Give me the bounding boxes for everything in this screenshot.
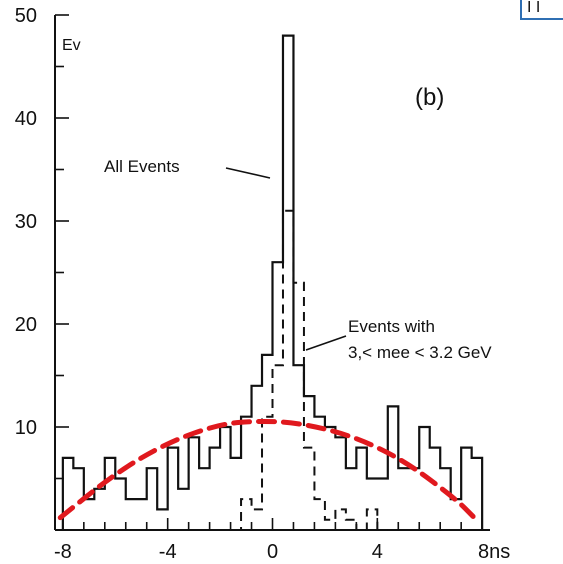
chart-labels: 10 20 30 40 50 -8 -4 0 4 8ns Ev (b) All Events Events… xyxy=(15,5,511,563)
all-events-histogram xyxy=(61,34,484,530)
y-tick-label: 50 xyxy=(15,5,37,27)
annotation-arrow-all-events xyxy=(225,167,271,179)
annotation-arrow-mass-cut xyxy=(305,335,347,351)
mass-cut-series xyxy=(220,209,388,531)
y-tick-label: 30 xyxy=(15,211,37,233)
corner-label: I I xyxy=(520,0,563,20)
red-dashed-fit-curve xyxy=(57,418,477,521)
background-curve xyxy=(57,418,477,521)
panel-label: (b) xyxy=(415,84,444,111)
x-tick-label: -8 xyxy=(54,541,72,563)
y-tick-label: 10 xyxy=(15,417,37,439)
mass-cut-histogram xyxy=(220,209,388,531)
all-events-series xyxy=(61,34,484,530)
annotation-events-with: Events with xyxy=(348,317,435,336)
x-tick-label: 8ns xyxy=(478,541,510,563)
x-tick-label: 4 xyxy=(372,541,383,563)
x-tick-label: 0 xyxy=(267,541,278,563)
y-tick-label: 40 xyxy=(15,108,37,130)
y-tick-label: 20 xyxy=(15,314,37,336)
annotation-all-events: All Events xyxy=(104,157,180,176)
annotation-mass-range: 3,< mee < 3.2 GeV xyxy=(348,343,492,362)
y-axis-label: Ev xyxy=(62,37,81,54)
x-tick-label: -4 xyxy=(159,541,177,563)
